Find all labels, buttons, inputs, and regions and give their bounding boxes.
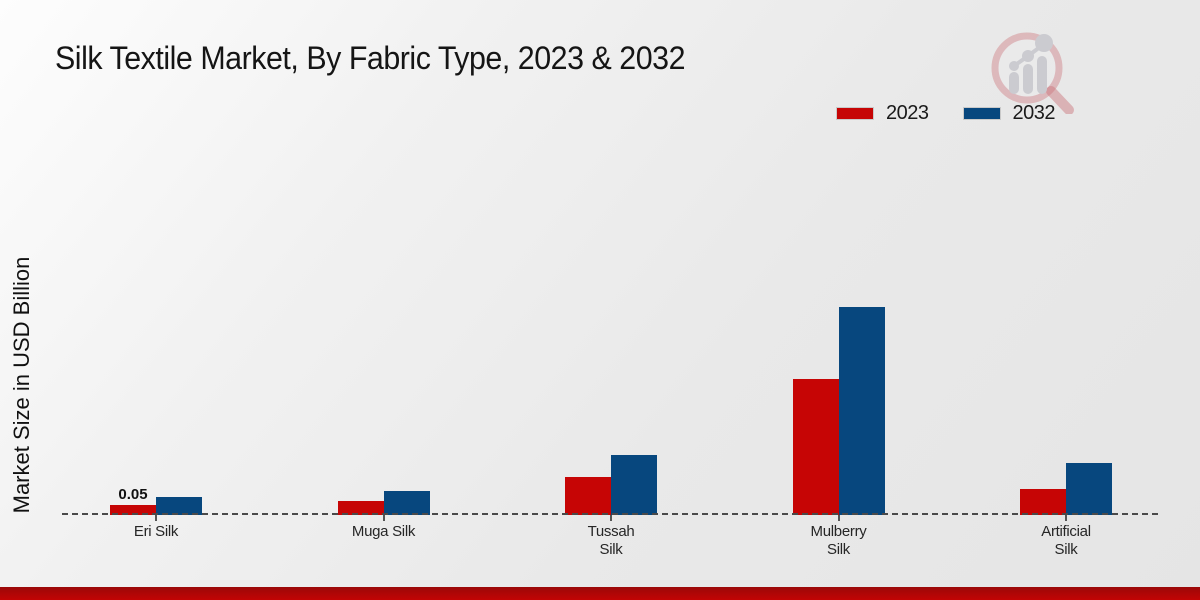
category-label-eri-silk: Eri Silk bbox=[133, 523, 179, 540]
x-axis-baseline bbox=[62, 513, 1158, 515]
bar-2023-tussah-silk bbox=[565, 477, 611, 515]
legend: 2023 2032 bbox=[836, 102, 1055, 125]
legend-swatch-2032 bbox=[962, 107, 1001, 120]
legend-item-2023: 2023 bbox=[836, 102, 929, 125]
bar-2032-tussah-silk bbox=[611, 455, 657, 515]
magnifier-growth-chart-logo-icon bbox=[991, 32, 1074, 114]
category-label-tussah-silk: Tussah Silk bbox=[587, 523, 635, 558]
bar-value-label-eri-silk-2023: 0.05 bbox=[118, 486, 148, 503]
footer-red-strip bbox=[0, 587, 1200, 600]
category-label-artificial-silk: Artificial Silk bbox=[1041, 523, 1091, 558]
x-axis-tick-artificial-silk bbox=[1065, 515, 1067, 521]
x-axis-tick-eri-silk bbox=[155, 515, 157, 521]
x-axis-tick-muga-silk bbox=[382, 515, 385, 521]
bar-2032-eri-silk bbox=[156, 497, 202, 515]
category-label-muga-silk: Muga Silk bbox=[351, 523, 416, 540]
bar-2032-mulberry-silk bbox=[838, 307, 885, 515]
bar-2023-mulberry-silk bbox=[792, 379, 839, 515]
legend-label-2023: 2023 bbox=[886, 102, 929, 124]
x-axis-tick-tussah-silk bbox=[610, 515, 612, 521]
bar-2032-artificial-silk bbox=[1066, 463, 1112, 515]
bar-2023-eri-silk bbox=[110, 505, 156, 515]
legend-label-2032: 2032 bbox=[1012, 102, 1056, 124]
legend-swatch-2023 bbox=[836, 107, 874, 120]
x-axis-tick-mulberry-silk bbox=[837, 515, 840, 521]
bar-2023-artificial-silk bbox=[1020, 489, 1066, 515]
bar-2032-muga-silk bbox=[383, 491, 430, 515]
legend-item-2032: 2032 bbox=[962, 102, 1056, 125]
bar-2023-muga-silk bbox=[337, 501, 384, 515]
category-label-mulberry-silk: Mulberry Silk bbox=[810, 523, 867, 558]
page-title: Silk Textile Market, By Fabric Type, 202… bbox=[55, 40, 685, 76]
